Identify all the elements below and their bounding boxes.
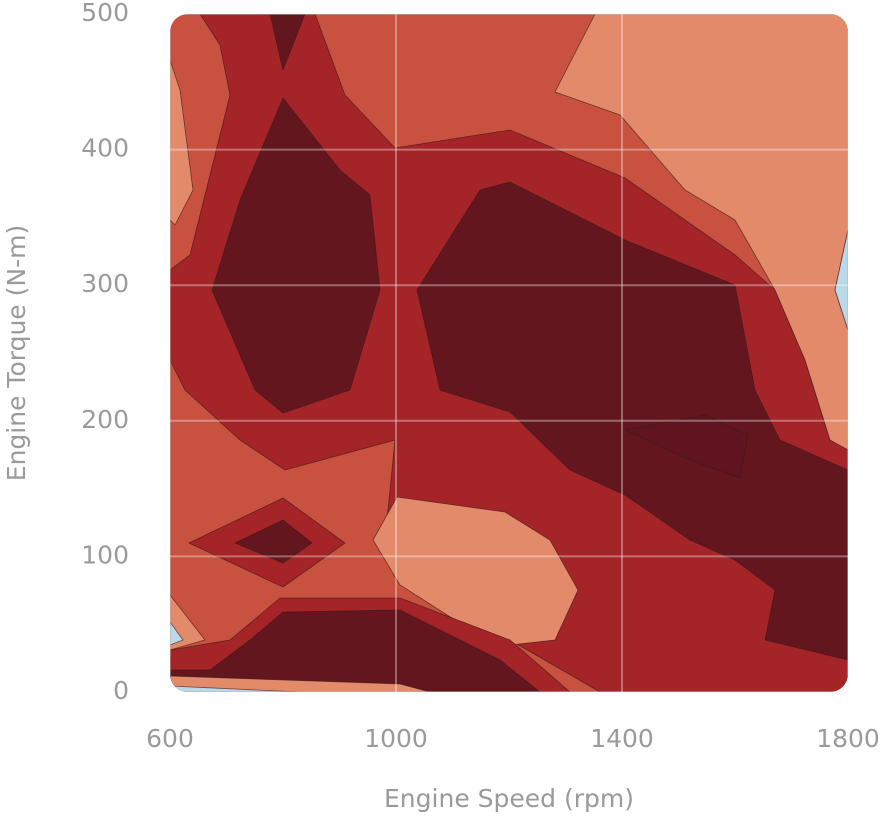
contour-region [170, 59, 194, 226]
x-tick-label: 1400 [590, 724, 654, 753]
x-tick-label: 600 [146, 724, 194, 753]
contour-region [170, 609, 542, 692]
x-axis-label: Engine Speed (rpm) [384, 784, 634, 813]
x-tick-label: 1800 [816, 724, 880, 753]
contour-region [372, 496, 579, 646]
x-tick-label: 1000 [364, 724, 428, 753]
contour-region [416, 181, 848, 661]
contour-region [170, 620, 184, 646]
y-tick-label: 400 [81, 134, 129, 163]
contour-plot [170, 14, 848, 692]
y-tick-label: 500 [81, 0, 129, 27]
contour-region [211, 97, 381, 414]
contour-region [234, 519, 313, 564]
contour-region [623, 414, 749, 479]
y-tick-label: 300 [81, 269, 129, 298]
y-axis-label: Engine Torque (N-m) [2, 225, 31, 481]
contour-region [554, 14, 848, 451]
contour-region [170, 685, 301, 692]
y-tick-label: 100 [81, 540, 129, 569]
contour-region [834, 229, 848, 331]
contour-region [170, 675, 431, 692]
y-tick-label: 200 [81, 405, 129, 434]
y-tick-label: 0 [113, 676, 129, 705]
contour-region [269, 14, 306, 72]
